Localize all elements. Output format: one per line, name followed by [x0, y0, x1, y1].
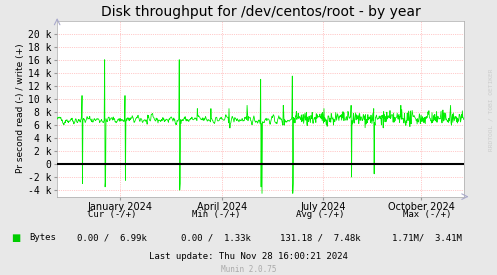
Text: RRDTOOL / TOBI OETIKER: RRDTOOL / TOBI OETIKER — [489, 69, 494, 151]
Text: Max (-/+): Max (-/+) — [403, 210, 452, 219]
Text: 0.00 /  6.99k: 0.00 / 6.99k — [77, 233, 147, 242]
Text: Min (-/+): Min (-/+) — [192, 210, 241, 219]
Text: Cur (-/+): Cur (-/+) — [87, 210, 136, 219]
Title: Disk throughput for /dev/centos/root - by year: Disk throughput for /dev/centos/root - b… — [100, 6, 420, 20]
Text: 0.00 /  1.33k: 0.00 / 1.33k — [181, 233, 251, 242]
Text: 1.71M/  3.41M: 1.71M/ 3.41M — [393, 233, 462, 242]
Text: Bytes: Bytes — [29, 233, 56, 242]
Y-axis label: Pr second read (-) / write (+): Pr second read (-) / write (+) — [16, 44, 25, 174]
Text: Avg (-/+): Avg (-/+) — [296, 210, 345, 219]
Text: Last update: Thu Nov 28 16:00:21 2024: Last update: Thu Nov 28 16:00:21 2024 — [149, 252, 348, 261]
Text: ■: ■ — [11, 233, 20, 243]
Text: 131.18 /  7.48k: 131.18 / 7.48k — [280, 233, 361, 242]
Text: Munin 2.0.75: Munin 2.0.75 — [221, 265, 276, 274]
